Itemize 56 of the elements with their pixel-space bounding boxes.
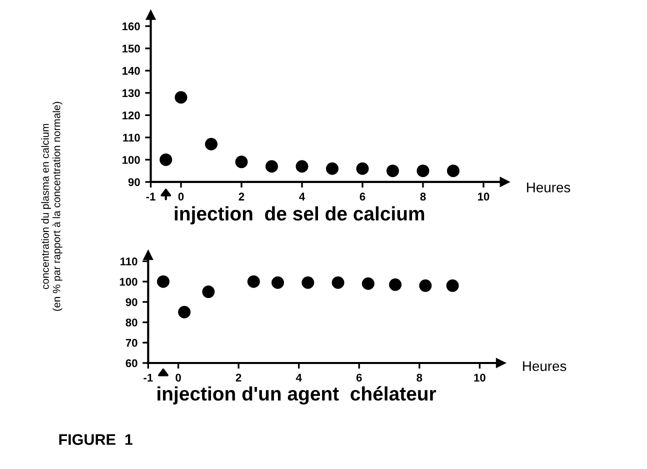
y-tick-label: 110 xyxy=(123,134,140,142)
y-tick-label: 80 xyxy=(126,318,138,326)
y-tick-label: 100 xyxy=(122,156,140,164)
point xyxy=(272,276,284,289)
x-tick-label: -1 xyxy=(146,192,156,200)
x-tick-label: 10 xyxy=(474,374,486,382)
point xyxy=(202,286,215,298)
point xyxy=(178,306,191,318)
y-tick-label: 110 xyxy=(120,258,138,266)
x-tick-label: 2 xyxy=(238,192,244,200)
point xyxy=(326,162,338,175)
y-tick-label: 100 xyxy=(120,278,138,286)
x-axis-title: Heures xyxy=(523,361,566,372)
x-tick-label: 8 xyxy=(420,192,426,201)
y-tick-label: 130 xyxy=(122,89,140,98)
x-tick-label: 6 xyxy=(360,192,366,201)
point xyxy=(174,91,188,104)
x-tick-label: 8 xyxy=(416,374,422,382)
point xyxy=(356,162,369,175)
point xyxy=(302,276,314,289)
y-tick-label: 150 xyxy=(122,44,140,53)
caption: FIGURE 1 xyxy=(59,434,133,445)
x-tick-label: 0 xyxy=(176,374,181,382)
x-tick-label: -1 xyxy=(144,374,153,382)
point xyxy=(247,275,260,288)
point xyxy=(446,279,459,292)
point xyxy=(446,164,460,178)
x-tick-label: 4 xyxy=(296,374,302,382)
point xyxy=(296,160,308,173)
y-tick-label: 60 xyxy=(126,359,138,368)
y-tick-label: 120 xyxy=(122,111,140,120)
point xyxy=(386,164,399,178)
point xyxy=(419,279,432,292)
point xyxy=(416,164,430,178)
text: injection de sel de calcium xyxy=(174,206,424,224)
point xyxy=(160,153,172,166)
point xyxy=(389,278,402,291)
point xyxy=(235,156,248,168)
point xyxy=(332,276,344,289)
y-tick-label: 160 xyxy=(122,22,140,30)
x-tick-label: 4 xyxy=(299,192,306,200)
point xyxy=(362,277,374,290)
y-axis-title: concentration du plasma en calcium (en % par rapport à la concentration normale) xyxy=(41,102,62,311)
y-tick-label: 90 xyxy=(126,298,138,306)
x-tick-label: 10 xyxy=(478,192,490,201)
x-tick-label: 2 xyxy=(236,374,242,382)
point xyxy=(205,138,218,150)
point xyxy=(265,160,278,173)
text: injection d'un agent chélateur xyxy=(158,386,436,405)
point xyxy=(156,275,170,288)
x-tick-label: 0 xyxy=(178,192,184,201)
y-tick-label: 90 xyxy=(128,178,140,186)
y-tick-label: 140 xyxy=(122,66,140,75)
x-axis-title: Heures xyxy=(527,182,570,192)
x-tick-label: 6 xyxy=(356,374,362,382)
y-tick-label: 70 xyxy=(126,338,138,347)
